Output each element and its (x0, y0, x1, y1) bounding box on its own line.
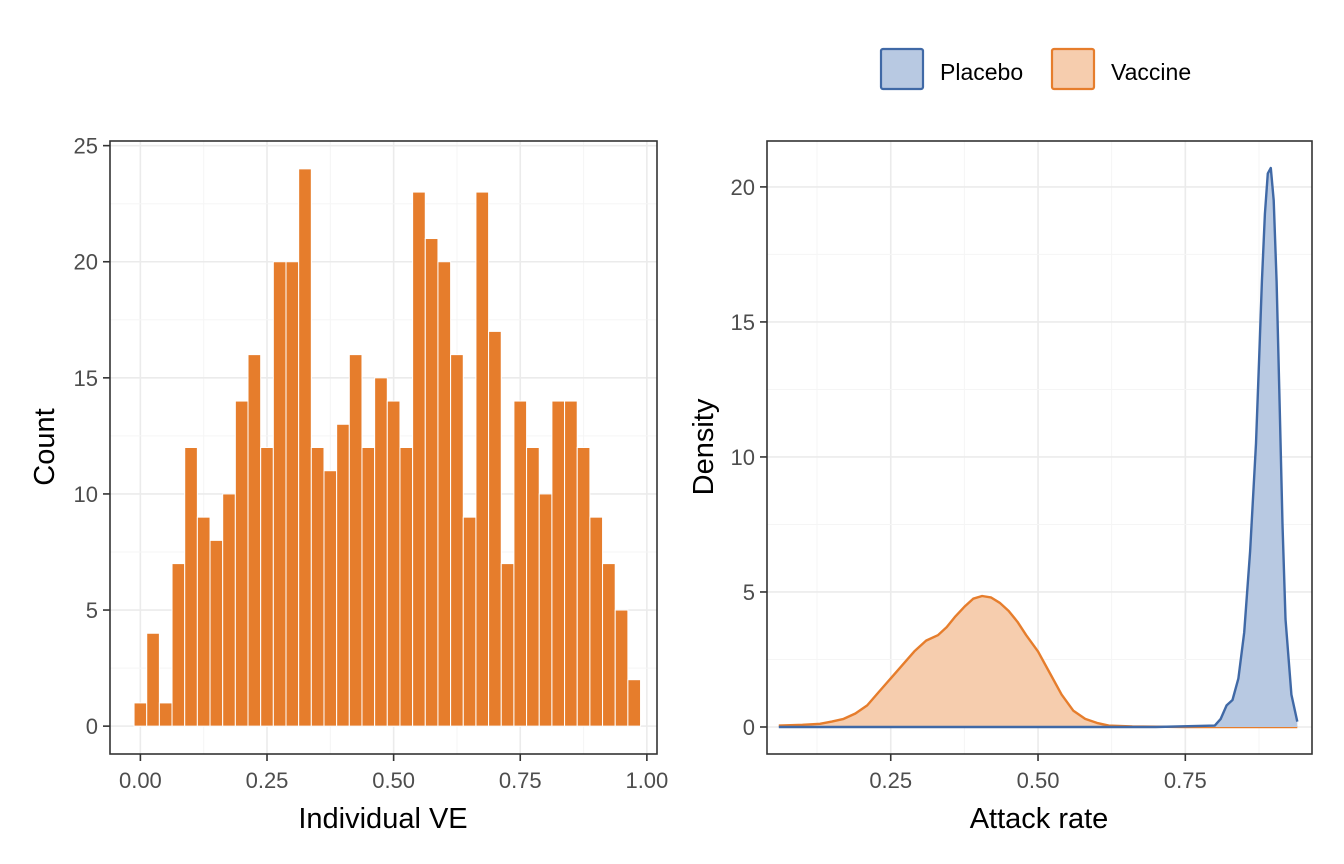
histogram-bar (196, 516, 211, 727)
histogram-bar (589, 516, 604, 727)
legend-label-placebo: Placebo (940, 59, 1023, 85)
histogram-bars (133, 168, 642, 727)
histogram-bar (538, 493, 553, 727)
histogram-x-axis-title: Individual VE (298, 803, 467, 835)
histogram-bar (133, 702, 148, 727)
histogram-bar (500, 563, 515, 727)
histogram-bar (184, 447, 198, 727)
density-x-tick-label: 0.75 (1164, 768, 1207, 793)
histogram-bar (146, 632, 160, 727)
histogram-bar (424, 238, 439, 727)
histogram-y-tick-label: 25 (74, 134, 98, 159)
density-area-vaccine (778, 596, 1298, 727)
density-x-axis-title: Attack rate (970, 803, 1109, 835)
density-area-placebo (778, 168, 1298, 727)
legend-key-vaccine (1050, 47, 1096, 91)
density-y-axis-title: Density (688, 398, 720, 495)
histogram-bar (209, 539, 224, 727)
histogram-bar (602, 563, 616, 727)
histogram-x-tick-label: 0.25 (246, 768, 289, 793)
density-y-axis: 0 5 10 15 20 (731, 175, 767, 740)
density-panel: 0.25 0.50 0.75 0 5 10 15 20 Attack rate Densit… (688, 140, 1313, 835)
histogram-y-tick-label: 0 (86, 714, 98, 739)
histogram-bar (576, 447, 591, 727)
density-line-placebo (778, 166, 1299, 729)
histogram-bar (475, 191, 490, 727)
density-y-tick-label: 10 (731, 445, 755, 470)
density-x-tick-label: 0.25 (869, 768, 912, 793)
histogram-y-axis: 0 5 10 15 20 25 (74, 134, 110, 739)
histogram-bar (234, 400, 249, 727)
histogram-x-tick-label: 0.75 (499, 768, 542, 793)
histogram-bar (260, 447, 274, 727)
histogram-bar (374, 377, 388, 727)
histogram-bar (222, 493, 236, 727)
histogram-bar (348, 354, 363, 727)
density-x-axis: 0.25 0.50 0.75 (869, 754, 1207, 793)
histogram-bar (450, 354, 464, 727)
histogram-y-tick-label: 5 (86, 598, 98, 623)
histogram-x-tick-label: 0.00 (119, 768, 162, 793)
density-panel-border (766, 140, 1313, 755)
histogram-bar (526, 447, 540, 727)
density-y-tick-label: 15 (731, 310, 755, 335)
histogram-bar (462, 516, 477, 727)
histogram-panel-border (109, 140, 658, 755)
density-y-tick-label: 20 (731, 175, 755, 200)
histogram-bar (247, 354, 262, 727)
histogram-bar (171, 563, 186, 727)
density-line-vaccine (778, 594, 1298, 729)
histogram-x-tick-label: 0.50 (372, 768, 415, 793)
histogram-bar (158, 702, 173, 727)
histogram-bar (336, 423, 350, 727)
histogram-bar (627, 679, 642, 727)
histogram-bar (564, 400, 578, 727)
density-y-tick-label: 5 (743, 580, 755, 605)
histogram-y-tick-label: 10 (74, 482, 98, 507)
density-x-tick-label: 0.50 (1017, 768, 1060, 793)
density-gridlines (767, 141, 1312, 754)
histogram-bar (399, 447, 414, 727)
histogram-bar (513, 400, 528, 727)
histogram-bar (437, 261, 452, 727)
legend: Placebo Vaccine (879, 47, 1191, 91)
histogram-y-tick-label: 20 (74, 250, 98, 275)
histogram-bar (614, 609, 629, 727)
histogram-bar (285, 261, 300, 727)
histogram-bar (298, 168, 312, 727)
histogram-bar (323, 470, 338, 727)
histogram-bar (551, 400, 566, 727)
histogram-panel: 0.00 0.25 0.50 0.75 1.00 0 5 10 15 20 25 Individu… (29, 134, 668, 835)
histogram-y-tick-label: 15 (74, 366, 98, 391)
density-areas (778, 166, 1299, 729)
histogram-bar (310, 447, 325, 727)
histogram-bar (361, 447, 376, 727)
histogram-y-axis-title: Count (29, 408, 61, 485)
histogram-x-axis: 0.00 0.25 0.50 0.75 1.00 (119, 754, 668, 793)
histogram-bar (386, 400, 401, 727)
density-y-tick-label: 0 (743, 715, 755, 740)
histogram-bar (412, 191, 426, 727)
histogram-bar (272, 261, 287, 727)
legend-label-vaccine: Vaccine (1111, 59, 1191, 85)
histogram-x-tick-label: 1.00 (625, 768, 668, 793)
legend-key-placebo (879, 47, 925, 91)
histogram-bar (488, 330, 502, 727)
